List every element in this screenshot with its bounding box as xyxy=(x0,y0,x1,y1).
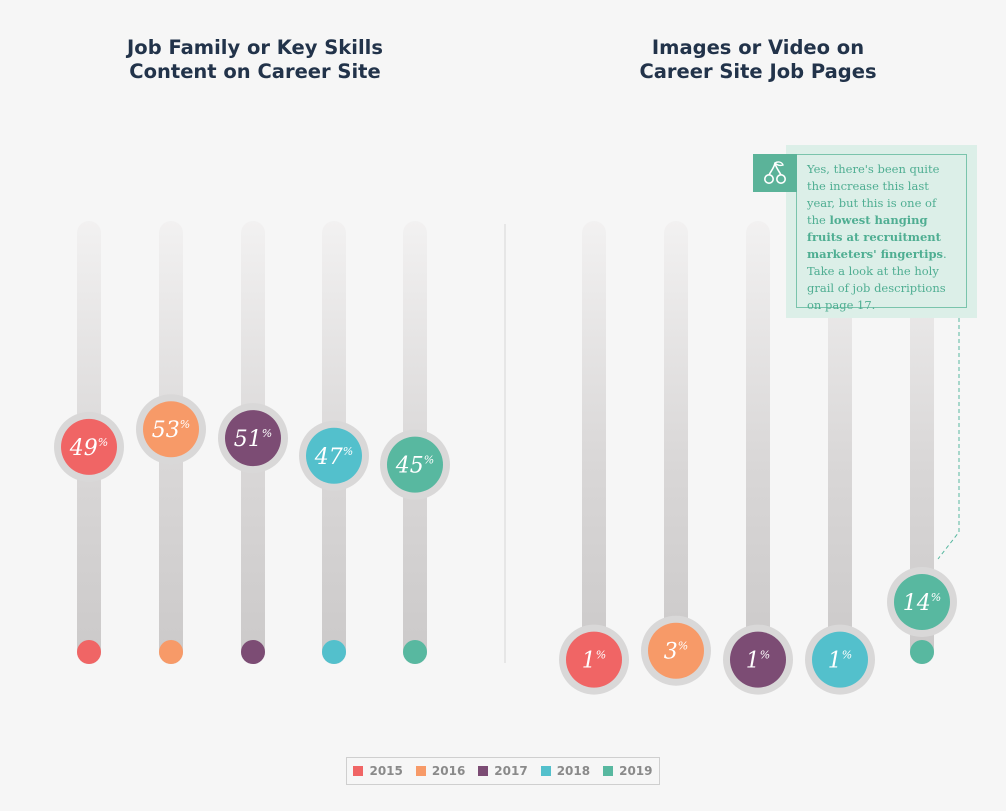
data-label-value: 14 xyxy=(903,591,931,616)
data-label-value: 1 xyxy=(746,649,760,674)
legend-item-2016: 2016 xyxy=(415,764,466,778)
chart-right: 1% 3%1% 1%14% xyxy=(559,221,957,695)
data-label-value: 3 xyxy=(664,640,678,665)
track-images-video-2019 xyxy=(910,221,934,664)
legend-swatch-2017 xyxy=(478,766,489,776)
data-label-unit: % xyxy=(842,649,852,662)
legend-item-2018: 2018 xyxy=(540,764,591,778)
data-label-images-video-2015: 1% xyxy=(582,649,606,674)
note-connector xyxy=(937,318,960,560)
legend-swatch-2015 xyxy=(353,766,364,776)
data-label-value: 51 xyxy=(234,427,262,452)
note-text-intro: Yes, there's been quite the increase thi… xyxy=(807,162,940,227)
data-label-unit: % xyxy=(596,649,606,662)
legend-swatch-2018 xyxy=(540,766,551,776)
legend-label-2019: 2019 xyxy=(619,764,653,778)
data-label-value: 1 xyxy=(582,649,596,674)
data-label-job-family-2017: 51% xyxy=(234,427,272,452)
data-label-value: 1 xyxy=(828,649,842,674)
data-label-unit: % xyxy=(931,591,941,604)
data-label-job-family-2018: 47% xyxy=(314,445,353,470)
marker-job-family-2017 xyxy=(225,410,281,467)
chart-left: 49% 53%51%47%45% xyxy=(54,221,450,664)
note-text-emphasis: lowest hanging fruits at recruitment mar… xyxy=(807,213,943,261)
data-label-value: 45 xyxy=(395,454,424,479)
marker-job-family-2016 xyxy=(143,401,199,458)
chart-title-images-video: Images or Video on Career Site Job Pages xyxy=(639,36,877,83)
note-text-outro: . Take a look at the holy grail of job d… xyxy=(807,247,947,312)
track-images-video-2016 xyxy=(664,221,688,664)
data-label-unit: % xyxy=(180,418,190,431)
legend-item-2019: 2019 xyxy=(603,764,653,778)
bar-job-family-2019 xyxy=(403,640,427,664)
marker-job-family-2019 xyxy=(387,436,443,493)
track-images-video-2017 xyxy=(746,221,770,664)
data-label-value: 49 xyxy=(69,436,98,461)
data-label-job-family-2019: 45% xyxy=(395,454,434,479)
data-label-job-family-2016: 53% xyxy=(152,418,190,443)
note-callout: Yes, there's been quite the increase thi… xyxy=(786,145,977,318)
marker-images-video-2019 xyxy=(894,573,950,630)
data-label-images-video-2016: 3% xyxy=(664,640,688,665)
legend-label-2018: 2018 xyxy=(556,764,591,778)
legend-label-2015: 2015 xyxy=(369,764,403,778)
data-label-unit: % xyxy=(424,454,434,467)
data-label-images-video-2018: 1% xyxy=(828,649,852,674)
data-label-unit: % xyxy=(678,640,688,653)
data-label-unit: % xyxy=(262,427,272,440)
bar-job-family-2015 xyxy=(77,640,101,664)
legend-item-2015: 2015 xyxy=(353,764,403,778)
legend: 2015 2016 2017 2018 2019 xyxy=(346,757,660,785)
data-label-images-video-2017: 1% xyxy=(746,649,770,674)
legend-swatch-2019 xyxy=(603,766,614,776)
data-label-unit: % xyxy=(760,649,770,662)
data-label-value: 53 xyxy=(152,418,180,443)
chart-title-job-family: Job Family or Key Skills Content on Care… xyxy=(127,36,383,83)
data-label-unit: % xyxy=(98,436,108,449)
legend-item-2017: 2017 xyxy=(478,764,528,778)
bar-job-family-2018 xyxy=(322,640,346,664)
bar-job-family-2017 xyxy=(241,640,265,664)
bar-job-family-2016 xyxy=(159,640,183,664)
track-images-video-2015 xyxy=(582,221,606,664)
cherry-icon xyxy=(764,161,786,184)
track-images-video-2018 xyxy=(828,221,852,664)
data-label-unit: % xyxy=(343,445,353,458)
marker-images-video-2016 xyxy=(648,622,704,679)
legend-label-2017: 2017 xyxy=(494,764,528,778)
marker-job-family-2015 xyxy=(61,418,117,475)
marker-images-video-2015 xyxy=(566,631,622,688)
note-text: Yes, there's been quite the increase thi… xyxy=(796,154,967,312)
legend-swatch-2016 xyxy=(415,766,426,776)
bar-images-video-2019 xyxy=(910,640,934,664)
data-label-images-video-2019: 14% xyxy=(903,591,941,616)
marker-images-video-2018 xyxy=(812,631,868,688)
legend-label-2016: 2016 xyxy=(431,764,466,778)
marker-images-video-2017 xyxy=(730,631,786,688)
cherry-badge xyxy=(753,154,797,192)
data-label-value: 47 xyxy=(314,445,343,470)
data-label-job-family-2015: 49% xyxy=(69,436,108,461)
marker-job-family-2018 xyxy=(306,427,362,484)
